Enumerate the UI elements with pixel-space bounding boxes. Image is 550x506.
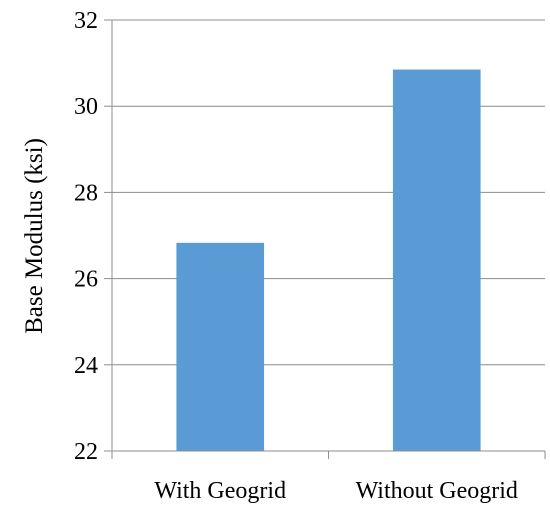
bar-without-geogrid [392, 69, 481, 451]
y-tick-label: 22 [74, 439, 98, 465]
y-tick-label: 24 [74, 353, 98, 379]
y-tick-labels: 22 24 26 28 30 32 [74, 8, 98, 465]
y-tick-label: 30 [74, 94, 98, 120]
y-axis-title: Base Modulus (ksi) [21, 138, 48, 334]
y-tick-label: 32 [74, 8, 98, 34]
y-tick-label: 28 [74, 180, 98, 206]
x-tick-label: Without Geogrid [356, 478, 518, 504]
x-tick-label: With Geogrid [154, 478, 286, 504]
x-tick-labels: With Geogrid Without Geogrid [154, 478, 518, 504]
bar-with-geogrid [176, 242, 265, 451]
bars [176, 69, 481, 451]
axes [104, 19, 546, 459]
y-tick-label: 26 [74, 267, 98, 293]
